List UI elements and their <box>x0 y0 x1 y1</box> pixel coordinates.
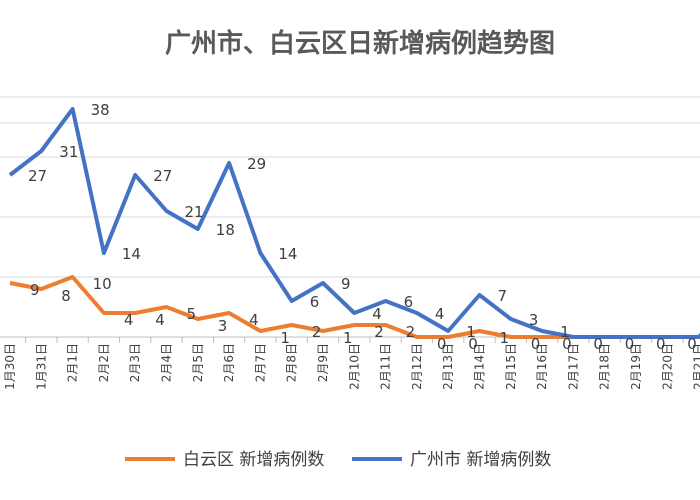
x-tick-label: 2月20日 <box>660 343 674 390</box>
data-label-baiyun: 0 <box>625 335 635 353</box>
x-tick-label: 2月1日 <box>66 343 80 382</box>
x-tick-label: 2月7日 <box>253 343 267 382</box>
x-tick-label: 2月6日 <box>222 343 236 382</box>
data-label-guangzhou: 6 <box>310 293 320 311</box>
x-tick-label: 2月2日 <box>97 343 111 382</box>
data-label-guangzhou: 27 <box>28 167 47 185</box>
data-label-guangzhou: 7 <box>498 287 508 305</box>
data-label-baiyun: 0 <box>656 335 666 353</box>
x-tick-label: 2月21日 <box>692 343 700 390</box>
data-label-baiyun: 9 <box>30 281 40 299</box>
x-tick-label: 1月30日 <box>3 343 17 390</box>
x-tick-label: 2月16日 <box>535 343 549 390</box>
data-label-baiyun: 0 <box>437 335 447 353</box>
data-label-baiyun: 10 <box>93 275 112 293</box>
data-label-guangzhou: 31 <box>59 143 78 161</box>
data-label-guangzhou: 4 <box>435 305 445 323</box>
x-tick-label: 2月14日 <box>473 343 487 390</box>
data-label-guangzhou: 1 <box>466 323 476 341</box>
series-line-baiyun <box>9 275 700 339</box>
x-axis-ticks: 1月30日 1月31日 2月1日 2月2日 2月3日 2月4日 2月5日 2月6日 2月7日 2月… <box>3 337 700 390</box>
data-label-baiyun: 0 <box>531 335 541 353</box>
x-tick-label: 2月17日 <box>566 343 580 390</box>
data-label-baiyun: 2 <box>312 323 322 341</box>
data-label-baiyun: 2 <box>406 323 416 341</box>
data-label-baiyun: 5 <box>187 305 197 323</box>
x-tick-label: 2月11日 <box>379 343 393 390</box>
x-tick-label: 2月9日 <box>316 343 330 382</box>
data-label-guangzhou: 1 <box>560 323 570 341</box>
x-tick-label: 2月3日 <box>128 343 142 382</box>
x-tick-label: 2月10日 <box>347 343 361 390</box>
data-label-baiyun: 1 <box>343 329 353 347</box>
data-label-guangzhou: 14 <box>122 245 141 263</box>
data-label-baiyun: 0 <box>687 335 697 353</box>
data-label-baiyun: 4 <box>155 311 165 329</box>
x-tick-label: 2月8日 <box>285 343 299 382</box>
data-label-guangzhou: 9 <box>341 275 351 293</box>
data-label-baiyun: 1 <box>280 329 290 347</box>
x-tick-label: 2月5日 <box>191 343 205 382</box>
series-line-guangzhou <box>8 107 700 339</box>
data-label-guangzhou: 27 <box>153 167 172 185</box>
data-label-guangzhou: 18 <box>216 221 235 239</box>
legend-label-baiyun: 白云区 新增病例数 <box>183 450 324 470</box>
data-label-baiyun: 2 <box>374 323 384 341</box>
data-label-baiyun: 0 <box>562 335 572 353</box>
x-tick-label: 1月31日 <box>34 343 48 390</box>
x-tick-label: 2月19日 <box>629 343 643 390</box>
x-tick-label: 2月4日 <box>160 343 174 382</box>
x-tick-label: 2月12日 <box>410 343 424 390</box>
data-label-guangzhou: 6 <box>404 293 414 311</box>
data-label-guangzhou: 29 <box>247 155 266 173</box>
data-label-baiyun: 8 <box>61 287 71 305</box>
data-label-baiyun: 3 <box>218 317 228 335</box>
legend-label-guangzhou: 广州市 新增病例数 <box>410 450 551 470</box>
grid-lines <box>0 96 700 338</box>
data-label-baiyun: 1 <box>500 329 510 347</box>
data-label-guangzhou: 14 <box>278 245 297 263</box>
series-lines <box>8 107 700 339</box>
data-label-baiyun: 4 <box>124 311 134 329</box>
data-label-baiyun: 0 <box>593 335 603 353</box>
data-label-guangzhou: 21 <box>185 203 204 221</box>
x-tick-label: 2月15日 <box>504 343 518 390</box>
data-label-guangzhou: 3 <box>529 311 539 329</box>
legend: 白云区 新增病例数 广州市 新增病例数 <box>125 450 551 470</box>
data-labels: 9810445341212200100000002731381427211829… <box>28 101 697 353</box>
x-tick-label: 2月13日 <box>441 343 455 390</box>
x-tick-label: 2月18日 <box>598 343 612 390</box>
data-label-guangzhou: 38 <box>91 101 110 119</box>
data-label-baiyun: 4 <box>249 311 259 329</box>
data-label-baiyun: 0 <box>468 335 478 353</box>
chart-title: 广州市、白云区日新增病例趋势图 <box>165 28 555 59</box>
data-label-guangzhou: 4 <box>372 305 382 323</box>
